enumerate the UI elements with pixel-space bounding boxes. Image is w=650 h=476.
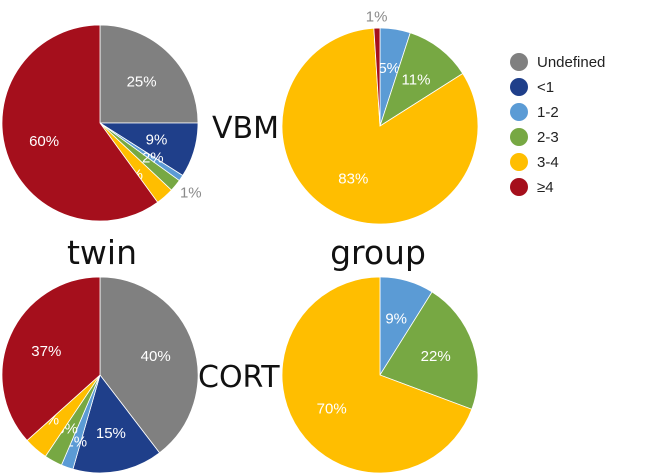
pie-vbm-twin: 25%9%1%2%3%60% <box>1 24 202 222</box>
slice-label: 9% <box>385 311 407 328</box>
slice-label: 25% <box>127 73 157 90</box>
pie-slice-4 <box>1 24 159 222</box>
slice-label: 15% <box>96 425 126 442</box>
pie-slice-34 <box>281 27 479 225</box>
slice-label: 70% <box>317 401 347 418</box>
slice-label: 1% <box>366 8 388 25</box>
legend-swatch <box>510 103 528 121</box>
row-label-vbm: VBM <box>212 111 279 146</box>
legend-label: <1 <box>537 79 554 96</box>
legend-swatch <box>510 53 528 71</box>
pie-slice-1 <box>72 374 161 474</box>
slice-label: 1% <box>180 185 202 202</box>
legend-label: 2-3 <box>537 129 559 146</box>
slice-label: 9% <box>146 131 168 148</box>
legend-swatch <box>510 178 528 196</box>
pie-cort-twin: 40%15%2%3%4%37% <box>1 276 199 474</box>
legend-swatch <box>510 128 528 146</box>
pie-slice-4 <box>1 276 101 441</box>
slice-label: 83% <box>338 170 368 187</box>
slice-label: 22% <box>421 348 451 365</box>
legend-label: Undefined <box>537 54 605 71</box>
slice-label: 11% <box>402 72 431 89</box>
pie-slice-34 <box>281 276 473 474</box>
slice-label: 60% <box>29 133 59 150</box>
slice-label: 40% <box>141 348 171 365</box>
pie-slice-4 <box>373 27 381 127</box>
slice-label: 5% <box>378 60 400 77</box>
legend: Undefined <1 1-2 2-3 3-4 ≥4 <box>510 53 605 196</box>
pie-cort-group: 9% 22% 70% <box>281 276 479 474</box>
pie-vbm-group: 5%11% 83% 1% <box>281 8 479 225</box>
slice-label: 37% <box>31 343 61 360</box>
legend-label: 1-2 <box>537 104 559 121</box>
legend-swatch <box>510 153 528 171</box>
pie-slice-undefined <box>99 276 199 454</box>
legend-swatch <box>510 78 528 96</box>
row-label-cort: CORT <box>198 360 280 395</box>
slice-label: 2% <box>142 150 164 167</box>
pie-slice-23 <box>379 32 464 127</box>
pie-slice-23 <box>379 291 479 410</box>
legend-label: ≥4 <box>537 179 554 196</box>
column-label-twin: twin <box>67 233 137 272</box>
column-label-group: group <box>330 233 426 272</box>
pie-slice-undefined <box>99 24 199 124</box>
legend-label: 3-4 <box>537 154 559 171</box>
